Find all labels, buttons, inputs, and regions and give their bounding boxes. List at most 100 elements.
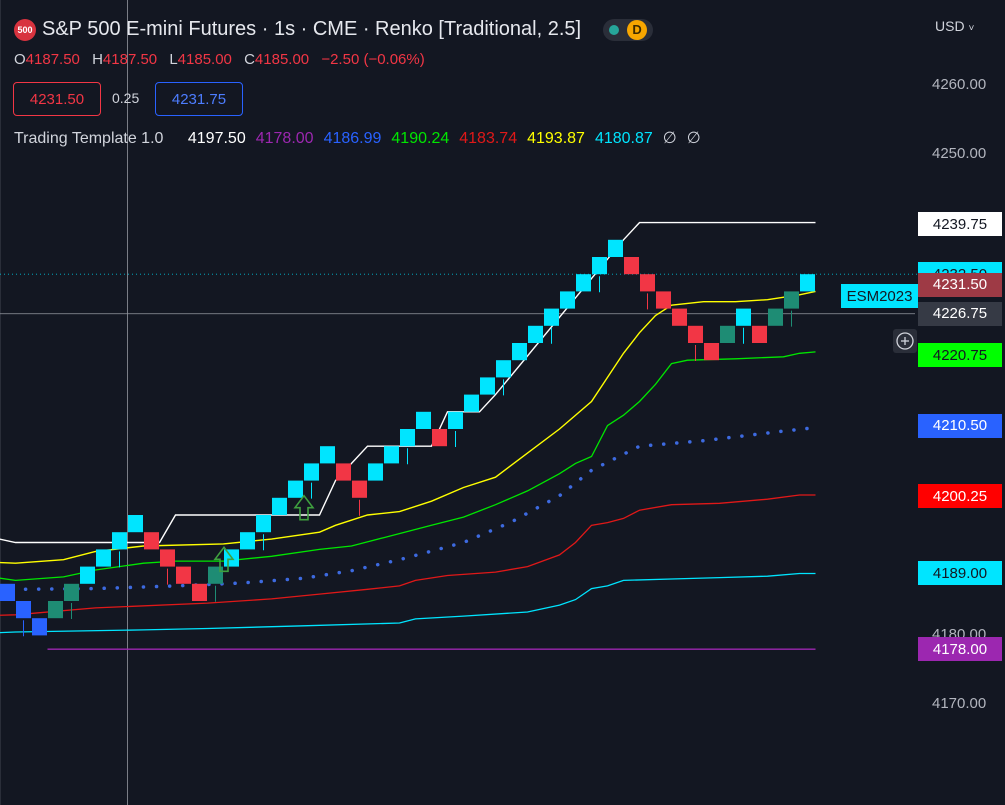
renko-brick [144,532,159,550]
renko-brick [0,583,15,601]
renko-brick [368,463,383,481]
low-key: L [169,51,178,68]
renko-brick [784,291,799,309]
indicator-value: 4180.87 [594,130,653,147]
renko-brick [800,274,815,292]
indicator-line [0,572,816,634]
renko-brick [480,377,495,395]
indicator-value: 4193.87 [527,130,585,147]
high-key: H [92,51,103,68]
sp500-logo-icon: 500 [14,18,36,41]
renko-brick [688,325,703,343]
renko-brick [768,308,783,326]
renko-brick [176,566,191,584]
renko-brick [352,480,367,498]
renko-brick [720,325,735,343]
renko-brick [496,360,511,378]
market-status-pill[interactable]: D [603,18,654,41]
price-tag: 4231.50 [918,272,1002,297]
renko-brick [128,515,143,533]
renko-brick [464,394,479,412]
renko-brick [448,411,463,429]
indicator-line [0,494,816,616]
renko-brick [592,257,607,275]
chevron-down-icon: ˅ [968,23,975,34]
renko-brick [320,446,335,464]
currency-label: USD [935,18,965,34]
renko-brick [272,497,287,515]
renko-brick [16,601,31,619]
change-value: −2.50 (−0.06%) [321,51,425,68]
renko-brick [416,411,431,429]
renko-brick [384,446,399,464]
indicator-value: 4183.74 [459,130,518,147]
close-value: 4185.00 [254,51,310,68]
renko-brick [704,343,719,361]
spread-value: 0.25 [112,90,140,106]
price-tag: 4220.75 [918,343,1002,368]
add-alert-plus-icon[interactable] [893,329,917,353]
renko-brick [64,583,79,601]
price-tag: 4239.75 [918,212,1002,237]
renko-brick [608,239,623,257]
close-key: C [244,51,255,68]
low-value: 4185.00 [177,51,232,68]
market-open-icon [609,24,620,35]
renko-brick [528,325,543,343]
indicator-value: 4190.24 [391,130,450,147]
price-tick-label: 4170.00 [932,695,987,713]
renko-brick [256,515,271,533]
renko-brick [80,566,95,584]
renko-brick [112,532,127,550]
renko-brick [512,343,527,361]
indicator-value: ∅ [662,130,677,147]
open-value: 4187.50 [25,51,80,68]
renko-brick [560,291,575,309]
renko-brick [736,308,751,326]
price-tag: 4210.50 [918,413,1002,438]
ohlc-legend: O4187.50 H4187.50 L4185.00 C4185.00 −2.5… [14,51,433,68]
renko-brick [304,463,319,481]
open-key: O [14,51,26,68]
renko-brick [640,274,655,292]
price-tag: 4178.00 [918,637,1002,662]
renko-brick [400,429,415,447]
renko-brick [672,308,687,326]
renko-brick [656,291,671,309]
indicator-value: ∅ [686,130,701,147]
high-value: 4187.50 [102,51,158,68]
indicator-legend[interactable]: Trading Template 1.0 4197.50 4178.00 4186.… [14,128,711,148]
renko-brick [752,325,767,343]
renko-brick [288,480,303,498]
renko-brick [32,618,47,636]
symbol-tag: ESM2023 [841,284,918,308]
price-tag: 4200.25 [918,484,1002,509]
buy-button[interactable]: 4231.75 [155,82,243,116]
currency-selector[interactable]: USD ˅ [935,18,974,34]
buy-signal-arrow-icon [293,494,315,521]
price-tick-label: 4250.00 [932,144,987,162]
renko-brick [240,532,255,550]
price-tag: 4189.00 [918,561,1002,586]
renko-brick [48,601,63,619]
delayed-data-badge: D [627,19,648,40]
renko-brick [192,583,207,601]
indicator-line [0,221,816,544]
renko-brick [576,274,591,292]
renko-brick [336,463,351,481]
sell-button[interactable]: 4231.50 [13,82,101,116]
indicator-name[interactable]: Trading Template 1.0 [14,130,164,147]
renko-brick [624,257,639,275]
chart-title-bar: 500 S&P 500 E-mini Futures · 1s · CME · … [14,18,654,41]
indicator-value: 4186.99 [323,130,382,147]
buy-signal-arrow-icon [213,545,235,573]
renko-brick [432,429,447,447]
chart-title[interactable]: S&P 500 E-mini Futures · 1s · CME · Renk… [42,18,582,40]
price-tag: 4226.75 [918,301,1002,326]
indicator-line [0,290,816,564]
price-tick-label: 4260.00 [932,76,987,93]
renko-brick [544,308,559,326]
renko-brick [160,549,175,567]
renko-brick [96,549,111,567]
